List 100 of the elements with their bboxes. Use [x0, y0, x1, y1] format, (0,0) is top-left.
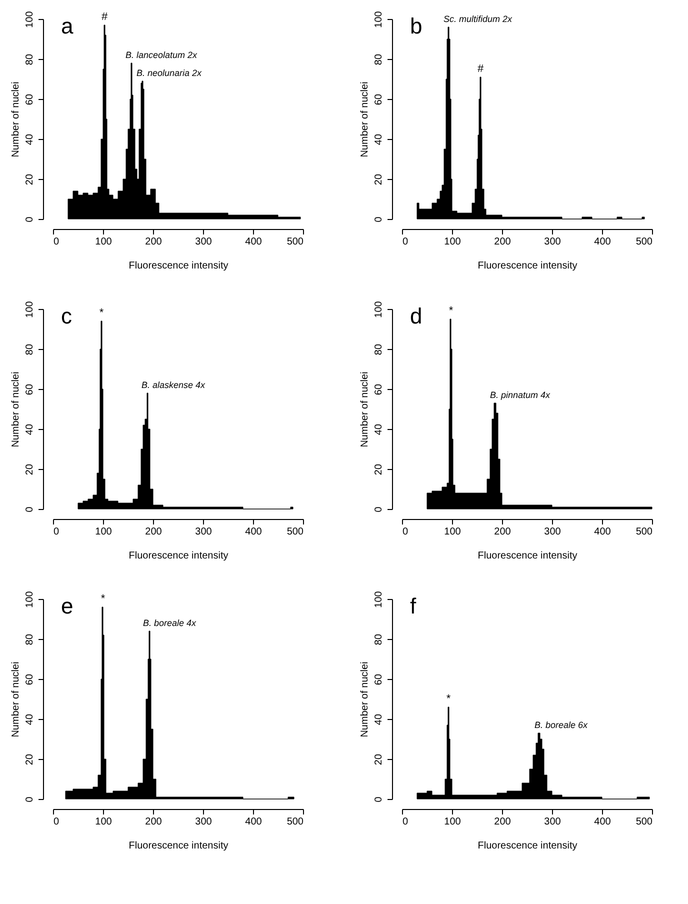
x-tick-label: 100: [95, 236, 112, 248]
x-tick-label: 500: [636, 236, 653, 248]
x-axis-title: Fluorescence intensity: [478, 550, 578, 562]
x-tick-label: 500: [636, 816, 653, 828]
y-tick-label: 100: [24, 300, 36, 318]
y-tick-label: 80: [374, 344, 384, 356]
y-tick-label: 20: [374, 464, 384, 476]
y-tick-label: 0: [24, 216, 36, 222]
x-tick-label: 200: [145, 816, 162, 828]
annotation: B. lanceolatum 2x: [126, 50, 198, 60]
y-tick-label: 40: [24, 714, 36, 726]
y-tick-label: 60: [374, 384, 384, 396]
x-axis-title: Fluorescence intensity: [128, 840, 228, 852]
x-axis-title: Fluorescence intensity: [478, 260, 578, 272]
annotation: Sc. multifidum 2x: [444, 14, 513, 24]
y-tick-label: 20: [374, 174, 384, 186]
annotation: *: [446, 693, 452, 705]
chart-title: d: [410, 304, 422, 329]
x-tick-label: 0: [54, 236, 60, 248]
x-tick-label: 100: [95, 526, 112, 538]
chart-title: b: [410, 14, 422, 39]
y-tick-label: 40: [374, 424, 384, 436]
annotation: B. boreale 4x: [143, 618, 197, 628]
x-axis-title: Fluorescence intensity: [128, 260, 228, 272]
x-tick-label: 100: [444, 236, 462, 248]
x-tick-label: 300: [195, 816, 212, 828]
x-tick-label: 300: [195, 236, 212, 248]
annotation: B. neolunaria 2x: [136, 68, 202, 78]
x-tick-label: 500: [286, 236, 304, 248]
y-axis-title: Number of nuclei: [10, 82, 22, 158]
y-tick-label: 40: [24, 134, 36, 146]
y-tick-label: 20: [24, 464, 36, 476]
x-tick-label: 300: [195, 526, 212, 538]
x-tick-label: 0: [54, 526, 60, 538]
x-tick-label: 0: [54, 816, 60, 828]
annotation: B. pinnatum 4x: [490, 390, 551, 400]
y-tick-label: 100: [374, 300, 384, 318]
x-tick-label: 500: [286, 816, 304, 828]
y-tick-label: 100: [374, 590, 384, 608]
annotation: *: [99, 307, 104, 319]
y-axis-title: Number of nuclei: [360, 372, 370, 448]
x-tick-label: 100: [95, 816, 112, 828]
y-tick-label: 0: [24, 796, 36, 802]
x-tick-label: 200: [494, 816, 512, 828]
x-tick-label: 400: [245, 236, 262, 248]
annotation: *: [448, 305, 454, 317]
x-tick-label: 100: [444, 816, 462, 828]
y-tick-label: 40: [24, 424, 36, 436]
x-tick-label: 200: [494, 236, 512, 248]
x-tick-label: 0: [402, 526, 408, 538]
y-tick-label: 80: [24, 54, 36, 66]
y-tick-label: 80: [24, 634, 36, 646]
y-tick-label: 60: [24, 674, 36, 686]
x-tick-label: 200: [145, 236, 162, 248]
y-tick-label: 80: [374, 54, 384, 66]
y-tick-label: 100: [24, 590, 36, 608]
y-tick-label: 0: [374, 216, 384, 222]
x-tick-label: 300: [544, 236, 562, 248]
y-axis-title: Number of nuclei: [10, 662, 22, 738]
annotation: B. alaskense 4x: [142, 380, 206, 390]
x-tick-label: 500: [636, 526, 653, 538]
annotation: B. boreale 6x: [534, 720, 588, 730]
x-tick-label: 400: [245, 816, 262, 828]
x-tick-label: 0: [402, 816, 408, 828]
chart-title: f: [410, 594, 417, 619]
chart-title: c: [61, 304, 72, 329]
x-tick-label: 300: [544, 526, 562, 538]
annotation: *: [100, 593, 106, 605]
y-tick-label: 0: [374, 796, 384, 802]
x-tick-label: 500: [286, 526, 304, 538]
y-tick-label: 60: [374, 674, 384, 686]
y-tick-label: 100: [24, 10, 36, 28]
x-tick-label: 0: [402, 236, 408, 248]
x-tick-label: 200: [494, 526, 512, 538]
y-tick-label: 40: [374, 714, 384, 726]
y-tick-label: 0: [24, 506, 36, 512]
x-tick-label: 400: [594, 236, 612, 248]
x-tick-label: 400: [594, 816, 612, 828]
y-tick-label: 20: [24, 754, 36, 766]
x-axis-title: Fluorescence intensity: [128, 550, 228, 562]
x-tick-label: 200: [145, 526, 162, 538]
y-tick-label: 20: [24, 174, 36, 186]
x-tick-label: 400: [594, 526, 612, 538]
annotation: #: [477, 63, 484, 75]
x-tick-label: 100: [444, 526, 462, 538]
x-axis-title: Fluorescence intensity: [478, 840, 578, 852]
y-axis-title: Number of nuclei: [360, 662, 370, 738]
y-tick-label: 80: [24, 344, 36, 356]
y-tick-label: 100: [374, 10, 384, 28]
annotation: #: [101, 11, 108, 23]
y-tick-label: 40: [374, 134, 384, 146]
y-tick-label: 60: [24, 94, 36, 106]
y-tick-label: 20: [374, 754, 384, 766]
chart-title: a: [61, 14, 74, 39]
y-axis-title: Number of nuclei: [10, 372, 22, 448]
x-tick-label: 400: [245, 526, 262, 538]
y-axis-title: Number of nuclei: [360, 82, 370, 158]
y-tick-label: 0: [374, 506, 384, 512]
y-tick-label: 60: [374, 94, 384, 106]
x-tick-label: 300: [544, 816, 562, 828]
